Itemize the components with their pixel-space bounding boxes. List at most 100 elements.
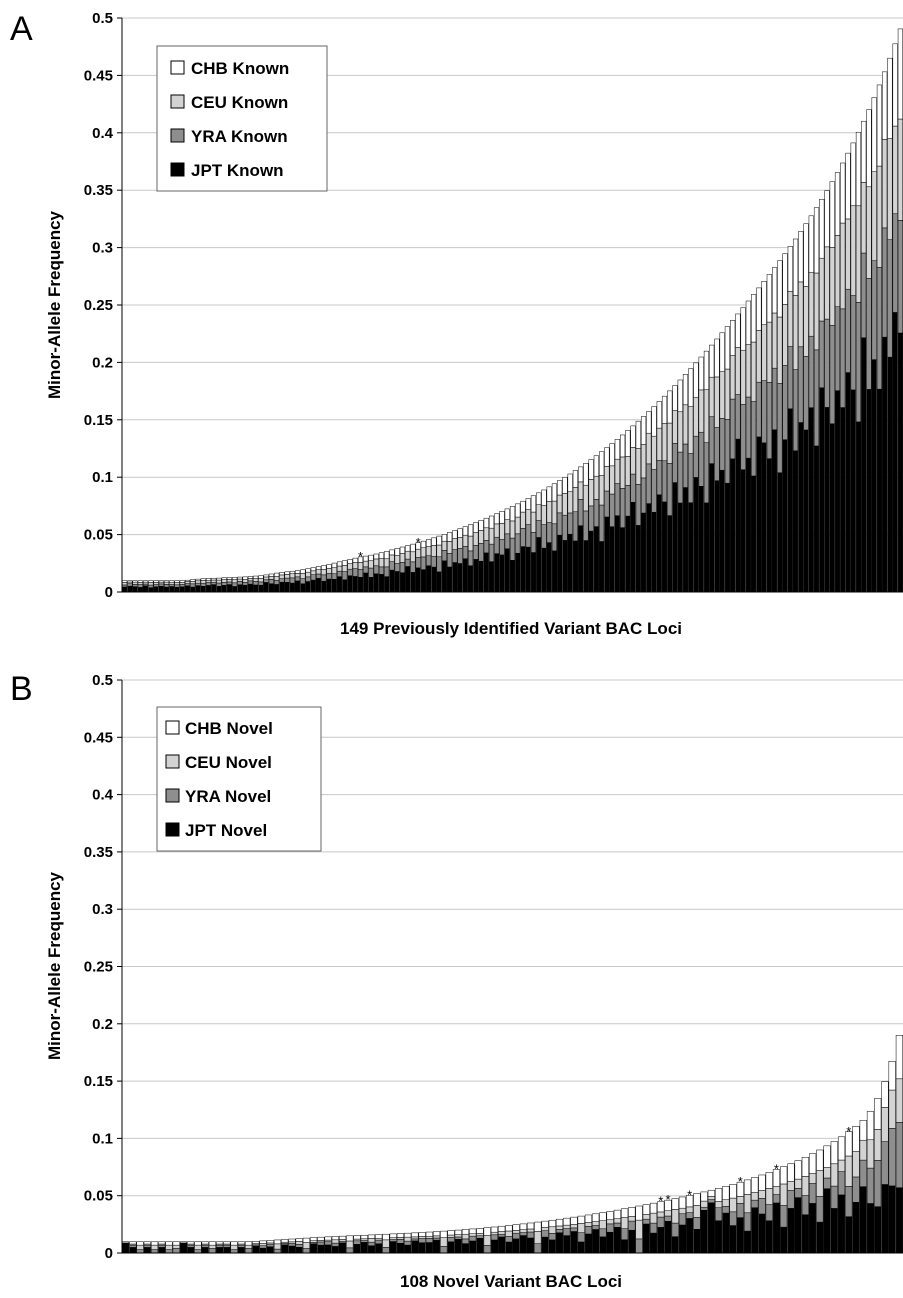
bar-segment-yra — [604, 490, 610, 518]
bar-segment-yra — [563, 1228, 571, 1236]
bar-segment-jpt — [315, 578, 322, 593]
bar-segment-chb — [824, 190, 830, 248]
bar-segment-chb — [682, 374, 689, 406]
bar-segment-jpt — [620, 527, 626, 593]
bar-segment-chb — [467, 524, 474, 537]
bar-segment-ceu — [310, 570, 316, 575]
bar-segment-ceu — [452, 538, 458, 550]
bar-segment-jpt — [628, 1229, 636, 1254]
bar-segment-yra — [226, 581, 233, 585]
bar-segment-jpt — [557, 534, 563, 593]
bar-segment-chb — [490, 1226, 498, 1233]
bar-segment-jpt — [122, 1242, 130, 1254]
bar-segment-ceu — [809, 1173, 817, 1184]
bar-segment-jpt — [467, 565, 474, 593]
bar-segment-yra — [452, 549, 458, 563]
bar-segment-yra — [132, 584, 138, 587]
bar-segment-ceu — [382, 1239, 390, 1248]
y-tick-label: 0.05 — [84, 527, 113, 544]
bar-segment-chb — [360, 1234, 368, 1240]
bar-segment-yra — [572, 511, 578, 542]
bar-segment-yra — [399, 562, 405, 573]
bar-segment-jpt — [724, 482, 730, 593]
bar-segment-chb — [599, 451, 605, 476]
bar-segment-jpt — [527, 1237, 535, 1254]
bar-segment-ceu — [367, 1238, 376, 1243]
bar-segment-yra — [519, 1232, 527, 1236]
panel-b-legend-swatch-chb — [165, 720, 180, 735]
bar-segment-chb — [221, 577, 227, 580]
bar-segment-chb — [153, 580, 159, 583]
panel-a-stars: ** — [358, 535, 421, 564]
bar-segment-yra — [751, 1199, 759, 1208]
bar-segment-chb — [268, 573, 274, 577]
bar-segment-chb — [892, 43, 898, 127]
bar-segment-jpt — [866, 1203, 875, 1254]
bar-segment-ceu — [127, 581, 133, 584]
bar-segment-ceu — [505, 1230, 513, 1237]
bar-segment-ceu — [321, 569, 327, 576]
bar-segment-yra — [772, 1194, 781, 1204]
panel-a-legend-swatch-yra — [170, 128, 185, 143]
bar-segment-yra — [441, 550, 447, 562]
bar-segment-jpt — [693, 477, 699, 593]
bar-segment-chb — [433, 1231, 441, 1237]
bar-segment-chb — [850, 142, 856, 207]
bar-segment-ceu — [436, 544, 442, 558]
bar-segment-ceu — [200, 580, 206, 584]
bar-segment-yra — [761, 380, 767, 444]
bar-segment-chb — [230, 1241, 238, 1246]
bar-segment-jpt — [671, 1236, 679, 1254]
bar-segment-ceu — [208, 1244, 216, 1249]
bar-segment-chb — [237, 1241, 245, 1245]
bar-segment-ceu — [599, 1220, 607, 1230]
y-tick-label: 0.4 — [92, 125, 114, 142]
bar-segment-jpt — [418, 1242, 426, 1254]
bar-segment-yra — [418, 1238, 426, 1243]
bar-segment-chb — [657, 1201, 665, 1213]
bar-segment-jpt — [221, 585, 227, 593]
bar-segment-yra — [888, 1128, 896, 1187]
bar-segment-yra — [541, 524, 547, 549]
bar-segment-ceu — [592, 1221, 600, 1226]
bar-segment-jpt — [420, 569, 426, 593]
bar-segment-ceu — [519, 1229, 527, 1233]
bar-segment-jpt — [813, 445, 820, 593]
bar-segment-chb — [707, 1189, 715, 1197]
bar-segment-yra — [541, 1230, 549, 1238]
bar-segment-yra — [693, 1217, 701, 1230]
bar-segment-chb — [447, 1230, 455, 1236]
bar-segment-chb — [216, 577, 222, 581]
bar-segment-jpt — [179, 586, 185, 593]
bar-segment-jpt — [426, 565, 432, 593]
bar-segment-chb — [599, 1212, 607, 1221]
bar-segment-yra — [735, 394, 741, 440]
bar-segment-jpt — [357, 576, 364, 593]
bar-segment-ceu — [714, 376, 720, 428]
bar-segment-chb — [630, 425, 636, 448]
bar-segment-yra — [194, 1249, 202, 1254]
bar-segment-chb — [247, 576, 253, 579]
panel-a-legend-box — [156, 45, 328, 192]
bar-segment-yra — [258, 581, 264, 586]
bar-segment-ceu — [530, 511, 537, 533]
bar-segment-yra — [216, 582, 222, 587]
bar-segment-ceu — [735, 347, 741, 395]
bar-segment-yra — [642, 1218, 650, 1225]
bar-segment-chb — [866, 1111, 875, 1141]
bar-segment-ceu — [567, 491, 573, 514]
bar-segment-chb — [461, 1229, 470, 1235]
bar-segment-chb — [499, 511, 505, 524]
bar-segment-chb — [440, 1230, 448, 1238]
bar-segment-yra — [420, 556, 426, 570]
bar-segment-chb — [469, 1228, 477, 1234]
bar-segment-yra — [567, 512, 573, 535]
bar-segment-ceu — [194, 1244, 202, 1250]
bar-segment-chb — [483, 1227, 491, 1236]
bar-segment-ceu — [678, 1207, 687, 1215]
bar-segment-jpt — [730, 458, 736, 593]
bar-segment-chb — [583, 463, 589, 486]
bar-segment-jpt — [347, 575, 353, 593]
bar-segment-ceu — [572, 487, 578, 513]
bar-segment-chb — [476, 1228, 484, 1234]
